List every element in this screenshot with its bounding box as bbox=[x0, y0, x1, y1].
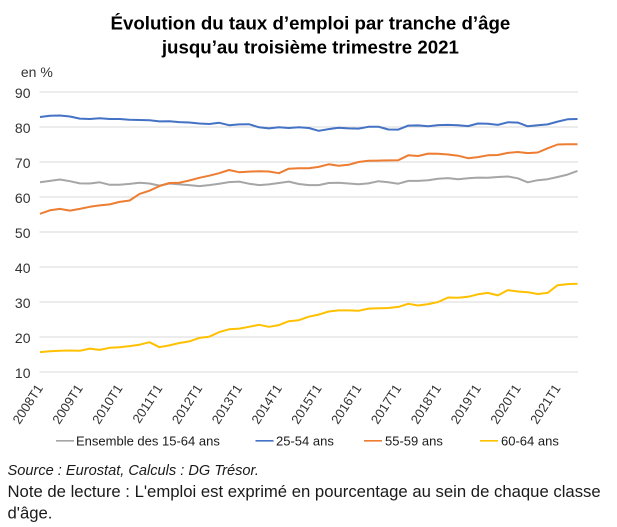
svg-text:25-54 ans: 25-54 ans bbox=[276, 434, 334, 449]
svg-text:en %: en % bbox=[21, 64, 53, 80]
svg-text:Note de lecture : L'emploi est: Note de lecture : L'emploi est exprimé e… bbox=[8, 482, 601, 501]
svg-text:jusqu’au troisième trimestre 2: jusqu’au troisième trimestre 2021 bbox=[161, 36, 459, 57]
svg-text:Ensemble des 15-64 ans: Ensemble des 15-64 ans bbox=[76, 434, 220, 449]
svg-text:70: 70 bbox=[15, 155, 31, 171]
svg-text:55-59 ans: 55-59 ans bbox=[385, 434, 443, 449]
svg-text:Source : Eurostat, Calculs : D: Source : Eurostat, Calculs : DG Trésor. bbox=[8, 463, 259, 479]
svg-text:60-64 ans: 60-64 ans bbox=[501, 434, 559, 449]
svg-text:Évolution du taux d’emploi par: Évolution du taux d’emploi par tranche d… bbox=[111, 13, 511, 34]
svg-text:30: 30 bbox=[15, 295, 31, 311]
svg-text:10: 10 bbox=[15, 365, 31, 381]
svg-text:40: 40 bbox=[15, 260, 31, 276]
svg-text:20: 20 bbox=[15, 330, 31, 346]
svg-text:60: 60 bbox=[15, 190, 31, 206]
svg-text:80: 80 bbox=[15, 120, 31, 136]
svg-text:90: 90 bbox=[15, 85, 31, 101]
svg-text:d'âge.: d'âge. bbox=[8, 504, 53, 523]
svg-text:50: 50 bbox=[15, 225, 31, 241]
